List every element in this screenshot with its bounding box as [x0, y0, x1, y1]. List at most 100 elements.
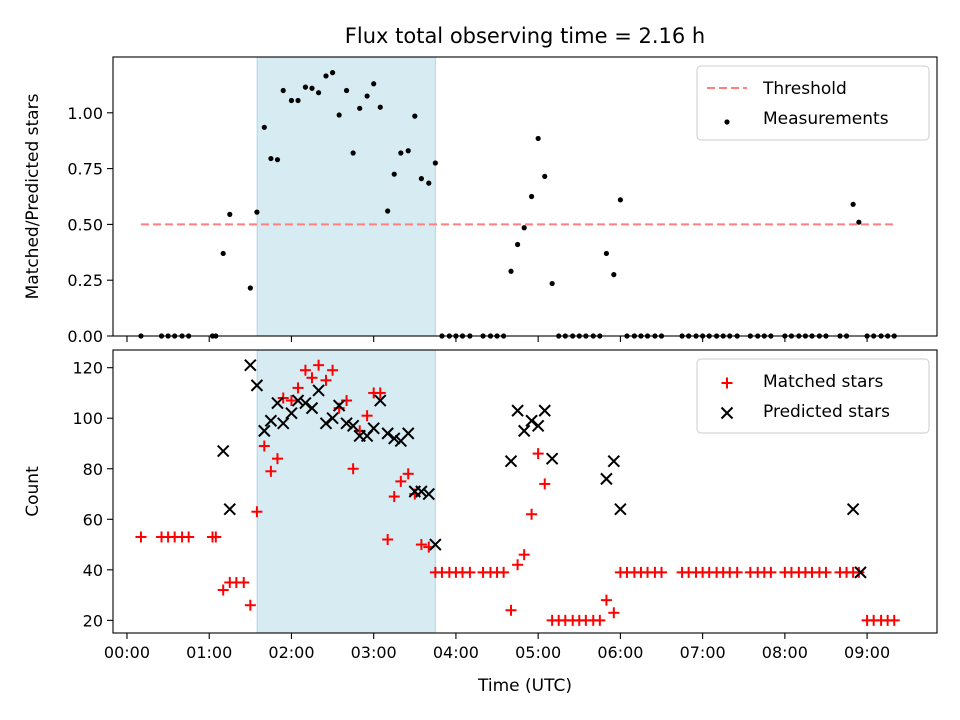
predicted-star-marker — [846, 502, 860, 516]
predicted-star-marker — [538, 404, 551, 417]
measurement-point — [549, 280, 555, 287]
bottom-y-axis-label: Count — [23, 466, 43, 517]
matched-star-marker — [512, 559, 524, 571]
predicted-star-marker — [250, 379, 264, 392]
bottom-legend: Matched stars Predicted stars — [696, 358, 930, 434]
measurement-point — [357, 105, 363, 111]
x-tick-label: 03:00 — [351, 643, 397, 662]
predicted-star-marker — [332, 399, 346, 412]
x-tick-label: 02:00 — [268, 643, 314, 662]
predicted-star-marker — [299, 396, 312, 410]
matched-star-marker — [464, 566, 476, 578]
predicted-star-marker — [374, 394, 387, 407]
measurement-point — [280, 87, 286, 94]
y-tick-label: 1.00 — [67, 104, 103, 123]
predicted-star-marker — [258, 424, 271, 438]
matched-star-marker — [313, 359, 325, 371]
predicted-star-marker — [340, 417, 353, 430]
predicted-star-marker — [388, 432, 401, 445]
measurement-point — [247, 285, 253, 291]
matched-star-marker — [265, 465, 277, 477]
matched-star-marker — [820, 566, 832, 578]
y-tick-label: 0.50 — [67, 215, 103, 234]
predicted-star-marker — [216, 444, 230, 458]
predicted-star-marker — [223, 502, 236, 516]
y-tick-label: 120 — [72, 359, 103, 378]
predicted-star-marker — [415, 485, 428, 498]
predicted-star-marker — [854, 566, 867, 579]
measurement-point — [418, 176, 424, 182]
measurement-point — [220, 250, 226, 257]
matched-star-marker — [388, 491, 400, 503]
y-tick-label: 40 — [83, 561, 103, 580]
measurement-point — [542, 173, 548, 180]
legend-swatch — [721, 377, 733, 389]
legend-label: Matched stars — [763, 372, 883, 392]
measurement-point — [850, 201, 856, 207]
matched-star-marker — [594, 614, 606, 626]
matched-star-marker — [238, 576, 250, 588]
measurement-point — [391, 171, 397, 177]
matched-star-marker — [244, 599, 256, 611]
top-x-ticks — [126, 336, 868, 342]
measurement-point — [364, 93, 370, 99]
y-tick-label: 20 — [83, 611, 103, 630]
predicted-star-marker — [517, 424, 531, 438]
matched-star-marker — [361, 410, 373, 422]
y-tick-label: 80 — [83, 460, 103, 479]
matched-star-marker — [526, 508, 538, 520]
matched-star-marker — [251, 506, 263, 518]
matched-star-marker — [306, 372, 318, 384]
predicted-star-marker — [525, 414, 538, 427]
predicted-star-marker — [600, 472, 613, 486]
measurement-point — [426, 180, 432, 186]
predicted-star-marker — [285, 406, 298, 420]
matched-star-marker — [498, 566, 510, 578]
measurement-point — [261, 124, 267, 130]
legend-label: Predicted stars — [763, 402, 890, 422]
legend-swatch — [720, 406, 734, 420]
measurement-point — [377, 104, 383, 110]
x-tick-label: 06:00 — [597, 643, 643, 662]
y-tick-label: 100 — [72, 409, 103, 428]
matched-star-marker — [210, 531, 222, 543]
x-tick-label: 00:00 — [104, 643, 150, 662]
measurement-point — [412, 113, 418, 119]
y-tick-label: 0.25 — [67, 271, 103, 290]
legend-label: Threshold — [762, 79, 847, 99]
matched-star-marker — [347, 463, 359, 475]
measurement-point — [254, 209, 260, 215]
predicted-star-marker — [264, 414, 278, 427]
matched-star-marker — [656, 566, 668, 578]
matched-star-marker — [271, 453, 283, 465]
matched-star-marker — [853, 566, 865, 578]
measurement-point — [398, 150, 404, 156]
measurement-point — [329, 70, 336, 76]
measurement-point — [432, 160, 438, 166]
predicted-star-marker — [545, 452, 559, 465]
matched-star-marker — [402, 468, 414, 480]
top-y-axis-label: Matched/Predicted stars — [23, 93, 43, 299]
x-tick-label: 09:00 — [844, 643, 890, 662]
y-tick-label: 0.00 — [67, 327, 103, 346]
legend-label: Measurements — [763, 109, 889, 129]
matched-star-marker — [731, 566, 743, 578]
predicted-star-marker — [271, 396, 284, 410]
matched-star-marker — [888, 614, 900, 626]
y-tick-label: 0.75 — [67, 160, 103, 179]
measurement-point — [603, 250, 610, 257]
predicted-star-marker — [367, 422, 380, 435]
measurement-point — [508, 268, 514, 274]
matched-star-marker — [292, 382, 304, 394]
x-tick-label: 01:00 — [186, 643, 232, 662]
predicted-star-marker — [531, 419, 545, 433]
matched-star-marker — [299, 364, 311, 376]
measurement-point — [856, 219, 862, 225]
x-tick-label: 08:00 — [762, 643, 808, 662]
measurement-point — [611, 272, 617, 278]
top-axes-frame — [112, 56, 938, 337]
matched-star-marker — [505, 604, 517, 616]
predicted-star-marker — [312, 384, 325, 397]
top-panel: 0.00 0.25 0.50 0.75 1.00 Matched/Predicted s… — [23, 56, 938, 346]
predicted-star-marker — [607, 454, 621, 468]
